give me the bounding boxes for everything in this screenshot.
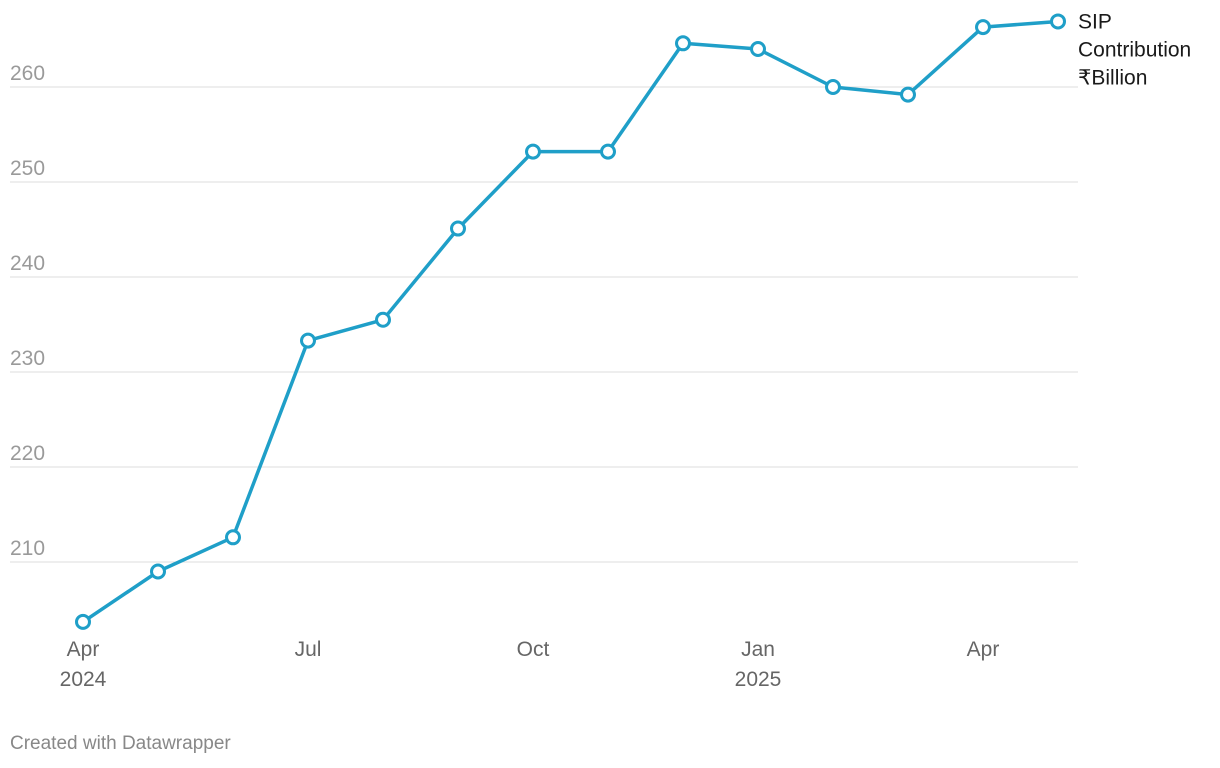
y-tick-label: 220 (10, 442, 45, 465)
data-point[interactable] (975, 19, 991, 36)
x-tick-label: Jan (741, 638, 775, 661)
data-point[interactable] (825, 79, 841, 95)
x-tick-label: Apr (967, 638, 1000, 661)
data-point[interactable] (600, 143, 616, 160)
data-point[interactable] (900, 86, 916, 103)
data-point[interactable] (675, 35, 691, 52)
x-tick-label: Apr (67, 638, 100, 661)
y-tick-label: 230 (10, 347, 45, 370)
y-tick-label: 250 (10, 157, 45, 180)
data-point[interactable] (375, 311, 391, 328)
footer-credit: Created with Datawrapper (10, 733, 231, 754)
x-tick-label: Jul (295, 638, 322, 661)
data-point[interactable] (750, 41, 766, 57)
data-point[interactable] (450, 220, 466, 237)
series-label: SIP Contribution ₹Billion (1078, 10, 1191, 89)
series-label-line: ₹Billion (1078, 66, 1147, 89)
series-points (75, 13, 1066, 630)
data-point[interactable] (525, 143, 541, 160)
data-point[interactable] (1050, 13, 1066, 30)
series-line-group (81, 19, 1060, 624)
series-label-line: SIP (1078, 10, 1112, 33)
data-point[interactable] (75, 613, 91, 630)
data-point[interactable] (150, 563, 166, 580)
x-axis-ticks: Apr 2024 Jul Oct Jan 2025 Apr (60, 638, 1000, 691)
x-tick-year-label: 2025 (735, 668, 782, 691)
x-tick-year-label: 2024 (60, 668, 107, 691)
data-point[interactable] (225, 529, 241, 546)
y-tick-label: 260 (10, 62, 45, 85)
y-tick-label: 210 (10, 537, 45, 560)
series-line (81, 19, 1060, 624)
y-axis-ticks: 210 220 230 240 250 260 (10, 62, 45, 560)
gridlines (10, 86, 1078, 563)
x-tick-label: Oct (517, 638, 550, 661)
y-tick-label: 240 (10, 252, 45, 275)
data-point[interactable] (300, 332, 316, 349)
series-label-line: Contribution (1078, 38, 1191, 61)
